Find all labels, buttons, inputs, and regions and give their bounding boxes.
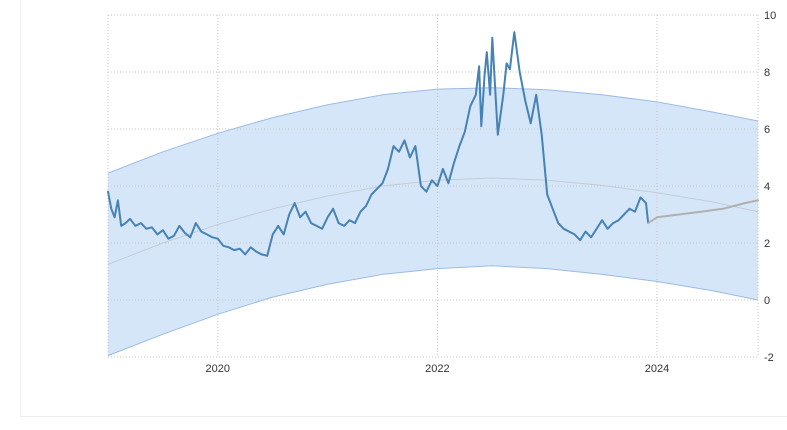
- y-tick-label: -2: [764, 352, 774, 364]
- chart-frame: [20, 0, 787, 417]
- x-tick-label: 2024: [645, 363, 669, 375]
- x-tick-label: 2022: [425, 363, 449, 375]
- band-upper-edge: [107, 87, 759, 174]
- band-lower-edge: [107, 265, 759, 357]
- grid-lines: [107, 14, 759, 358]
- y-tick-label: 2: [764, 238, 770, 250]
- y-tick-label: 4: [764, 181, 770, 193]
- y-tick-label: 6: [764, 124, 770, 136]
- series-line-actual: [107, 31, 650, 257]
- y-tick-label: 10: [764, 10, 776, 22]
- forecast-band: [107, 87, 759, 357]
- series-line-forecast: [647, 199, 759, 225]
- x-tick-label: 2020: [206, 363, 230, 375]
- y-tick-label: 8: [764, 67, 770, 79]
- x-axis-ticks: 2020 2022 2024: [206, 363, 670, 375]
- band-area: [108, 87, 758, 356]
- y-tick-label: 0: [764, 295, 770, 307]
- y-axis-ticks: 10 8 6 4 2 0 -2: [764, 10, 776, 364]
- series-lines: [107, 31, 759, 257]
